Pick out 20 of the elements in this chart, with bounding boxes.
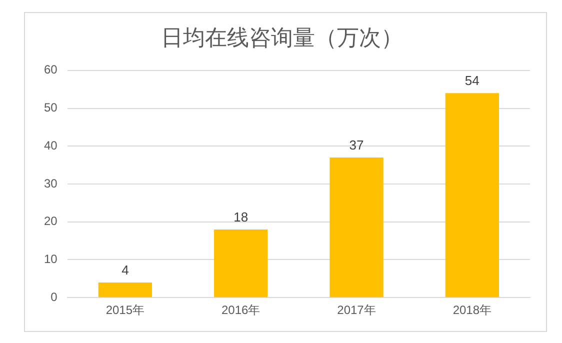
y-tick-label: 40 [44, 138, 58, 152]
bar [214, 229, 268, 298]
chart-title: 日均在线咨询量（万次） [161, 26, 403, 51]
x-tick-label: 2016年 [221, 303, 260, 318]
data-label: 37 [349, 138, 364, 153]
y-tick-label: 60 [44, 62, 58, 77]
y-tick-label: 10 [44, 252, 58, 266]
y-tick-label: 0 [50, 290, 58, 304]
bar [98, 282, 152, 298]
y-tick-label: 30 [44, 176, 58, 190]
x-tick-label: 2015年 [106, 303, 145, 318]
bar [330, 157, 384, 298]
data-label: 18 [234, 210, 248, 225]
y-tick-label: 50 [44, 100, 58, 115]
bar [445, 93, 500, 298]
x-tick-label: 2018年 [452, 303, 492, 318]
data-label: 54 [464, 73, 480, 88]
x-tick-label: 2017年 [337, 303, 376, 318]
y-tick-label: 20 [44, 214, 58, 228]
data-label: 4 [122, 262, 129, 278]
